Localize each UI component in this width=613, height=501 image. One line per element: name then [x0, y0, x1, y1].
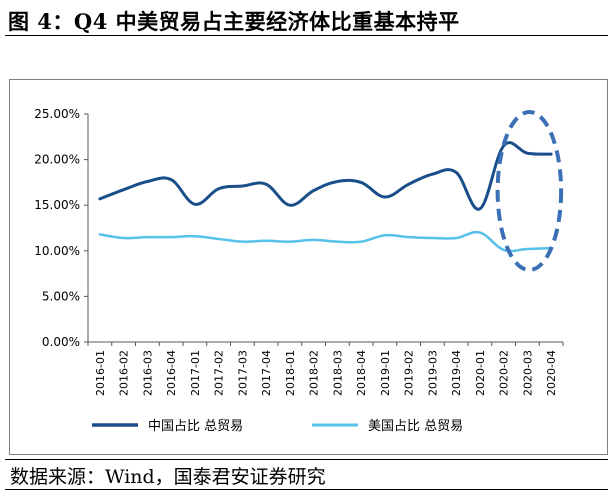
- source-note: 数据来源：Wind，国泰君安证券研究: [10, 466, 326, 488]
- chart-frame: [9, 79, 608, 455]
- x-tick-label: 2017-04: [260, 350, 273, 396]
- x-tick-label: 2020-02: [498, 350, 511, 396]
- highlight-ellipse: [495, 110, 564, 272]
- title-divider: [5, 35, 608, 36]
- x-tick-label: 2018-02: [308, 350, 321, 396]
- chart-highlight: [495, 110, 564, 272]
- y-tick-label: 15.00%: [34, 198, 80, 212]
- x-tick-label: 2016-03: [141, 350, 154, 396]
- series-line-usa: [98, 230, 553, 253]
- x-tick-label: 2018-01: [284, 350, 297, 396]
- x-tick-label: 2017-01: [189, 350, 202, 396]
- x-tick-label: 2018-04: [355, 350, 368, 396]
- x-tick-label: 2017-03: [236, 350, 249, 396]
- x-tick-label: 2020-04: [545, 350, 558, 396]
- x-tick-label: 2019-01: [379, 350, 392, 396]
- series-line-china: [98, 141, 553, 211]
- x-tick-label: 2018-03: [331, 350, 344, 396]
- x-tick-label: 2016-04: [165, 350, 178, 396]
- chart-series: [98, 141, 553, 253]
- x-tick-label: 2020-03: [521, 350, 534, 396]
- x-tick-label: 2019-02: [403, 350, 416, 396]
- figure-title: 图 4：Q4 中美贸易占主要经济体比重基本持平: [8, 9, 460, 34]
- x-tick-label: 2020-01: [474, 350, 487, 396]
- legend-label: 中国占比 总贸易: [148, 419, 243, 434]
- chart-legend: 中国占比 总贸易 美国占比 总贸易: [92, 419, 463, 434]
- y-tick-label: 20.00%: [34, 153, 80, 167]
- y-tick-label: 10.00%: [34, 244, 80, 258]
- x-tick-label: 2019-03: [426, 350, 439, 396]
- y-tick-label: 25.00%: [34, 107, 80, 121]
- x-tick-label: 2016-01: [94, 350, 107, 396]
- x-tick-label: 2019-04: [450, 350, 463, 396]
- bottom-divider: [5, 489, 608, 490]
- chart-axes: 25.00% 20.00% 15.00% 10.00% 5.00% 0.00% 2016-0…: [34, 107, 564, 396]
- x-tick-label: 2017-02: [213, 350, 226, 396]
- y-tick-label: 5.00%: [42, 289, 80, 303]
- source-divider: [5, 459, 608, 460]
- y-tick-label: 0.00%: [42, 335, 80, 349]
- legend-label: 美国占比 总贸易: [368, 419, 463, 434]
- x-tick-label: 2016-02: [118, 350, 131, 396]
